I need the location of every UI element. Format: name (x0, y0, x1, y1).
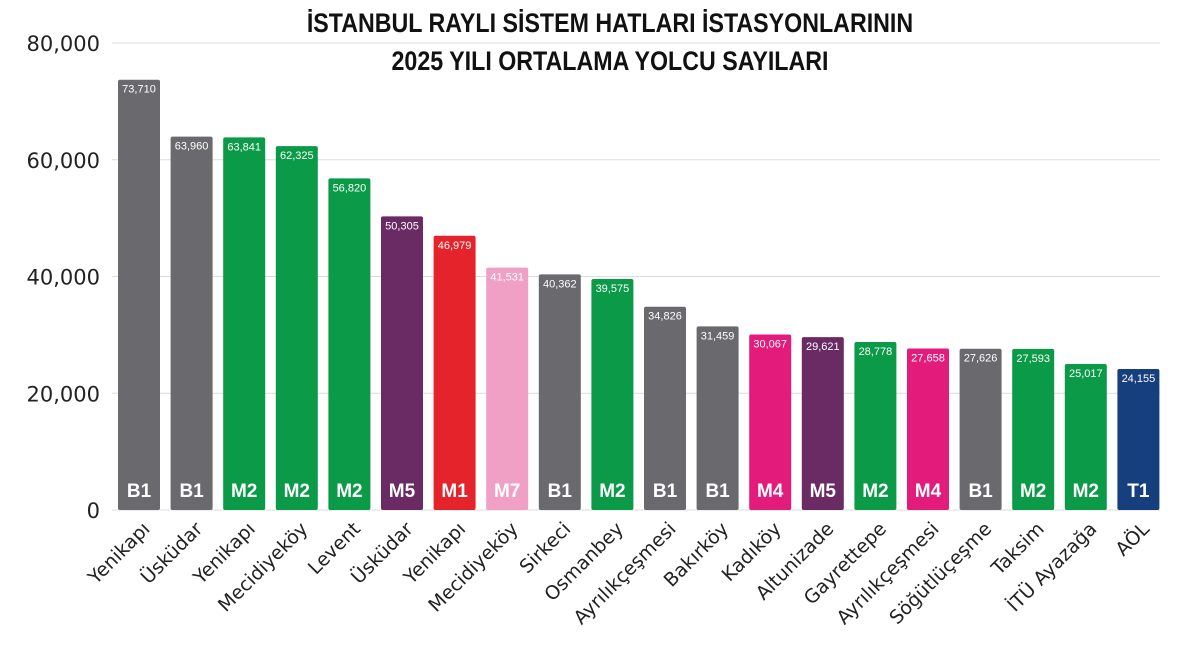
bars: 73,710 B1 63,960 B1 63,841 M2 62,325 M2 56,820 M2… (118, 79, 1160, 511)
data-label: 46,979 (438, 240, 472, 252)
bar (170, 136, 213, 511)
data-label: 27,658 (911, 353, 945, 365)
chart-title: İSTANBUL RAYLI SİSTEM HATLARI İSTASYONLA… (300, 4, 919, 80)
line-code-label: B1 (127, 481, 152, 502)
bar (433, 235, 476, 511)
bar-group: 24,155 T1 (1117, 368, 1160, 510)
line-code-label: M2 (1073, 481, 1099, 502)
bar (381, 216, 423, 511)
bar-group: 30,067 M4 (749, 334, 792, 510)
line-code-label: B1 (653, 481, 678, 502)
bar (538, 274, 581, 510)
line-code-label: B1 (548, 481, 573, 502)
chart-title-line-2: 2025 YILI ORTALAMA YOLCU SAYILARI (391, 46, 829, 76)
data-label: 30,067 (753, 338, 787, 350)
data-label: 56,820 (333, 182, 367, 194)
bar (1064, 363, 1107, 510)
bar (749, 334, 792, 510)
line-code-label: M2 (1020, 481, 1046, 502)
y-tick-label: 40,000 (27, 266, 100, 290)
bar-group: 41,531 M7 (486, 267, 529, 510)
line-code-label: M1 (441, 481, 468, 502)
line-code-label: M2 (336, 481, 362, 502)
line-code-label: M4 (757, 481, 784, 502)
y-axis-ticks: 0 20,000 40,000 60,000 80,000 (27, 32, 100, 523)
data-label: 40,362 (543, 278, 577, 290)
bar-group: 28,778 M2 (854, 342, 897, 510)
y-tick-label: 0 (87, 499, 100, 523)
bar-group: 31,459 B1 (696, 326, 739, 510)
bar-group: 27,626 B1 (959, 348, 1002, 510)
data-label: 28,778 (859, 346, 893, 358)
bar (644, 306, 686, 510)
line-code-label: M7 (494, 481, 520, 502)
data-label: 50,305 (385, 220, 419, 232)
line-code-label: B1 (968, 481, 993, 502)
line-code-label: M2 (599, 481, 625, 502)
line-code-label: M5 (389, 481, 416, 502)
y-tick-label: 80,000 (27, 32, 100, 56)
bar-group: 63,960 B1 (170, 136, 213, 511)
bar (275, 146, 318, 511)
chart-title-line-1: İSTANBUL RAYLI SİSTEM HATLARI İSTASYONLA… (306, 8, 914, 38)
bar-group: 50,305 M5 (381, 216, 423, 511)
bar-group: 40,362 B1 (538, 274, 581, 510)
data-label: 73,710 (122, 84, 156, 96)
x-axis-labels: YenikapıÜsküdarYenikapıMecidiyeköyLevent… (83, 517, 1154, 629)
bar (854, 342, 897, 510)
bar-group: 63,841 M2 (223, 137, 266, 510)
line-code-label: M2 (231, 481, 257, 502)
bar (907, 348, 949, 510)
line-code-label: M5 (810, 481, 837, 502)
bar-group: 27,593 M2 (1012, 348, 1055, 510)
line-code-label: M2 (284, 481, 310, 502)
bar-group: 25,017 M2 (1064, 363, 1107, 510)
bar (801, 337, 844, 510)
data-label: 27,626 (964, 353, 998, 365)
data-label: 41,531 (490, 272, 524, 284)
data-label: 29,621 (806, 341, 840, 353)
bar-group: 46,979 M1 (433, 235, 476, 511)
x-tick-label: AÖL (1111, 517, 1155, 561)
bar (1012, 348, 1055, 510)
data-label: 27,593 (1016, 353, 1050, 365)
bar-group: 27,658 M4 (907, 348, 949, 510)
line-code-label: B1 (179, 481, 204, 502)
x-tick-label: İTÜ Ayazağa (1002, 517, 1101, 616)
bar-group: 73,710 B1 (118, 79, 160, 511)
bar-group: 29,621 M5 (801, 337, 844, 510)
bar (118, 79, 160, 511)
bar-group: 34,826 B1 (644, 306, 686, 510)
bar-group: 62,325 M2 (275, 146, 318, 511)
line-code-label: T1 (1127, 481, 1150, 502)
y-tick-label: 60,000 (27, 149, 100, 173)
bar (486, 267, 529, 510)
bar (1117, 368, 1160, 510)
y-tick-label: 20,000 (27, 382, 100, 406)
data-label: 62,325 (280, 150, 314, 162)
data-label: 63,960 (175, 141, 209, 153)
bar (328, 178, 371, 511)
bar-group: 39,575 M2 (591, 278, 634, 510)
bar (696, 326, 739, 510)
line-code-label: M2 (862, 481, 888, 502)
bar (223, 137, 266, 510)
bar-group: 56,820 M2 (328, 178, 371, 511)
line-code-label: M4 (915, 481, 942, 502)
line-code-label: B1 (705, 481, 730, 502)
bar (591, 278, 634, 510)
data-label: 34,826 (648, 311, 682, 323)
data-label: 39,575 (596, 283, 630, 295)
data-label: 25,017 (1069, 368, 1103, 380)
data-label: 63,841 (227, 141, 261, 153)
data-label: 31,459 (701, 330, 735, 342)
bar (959, 348, 1002, 510)
data-label: 24,155 (1122, 373, 1156, 385)
gridlines (112, 42, 1160, 511)
